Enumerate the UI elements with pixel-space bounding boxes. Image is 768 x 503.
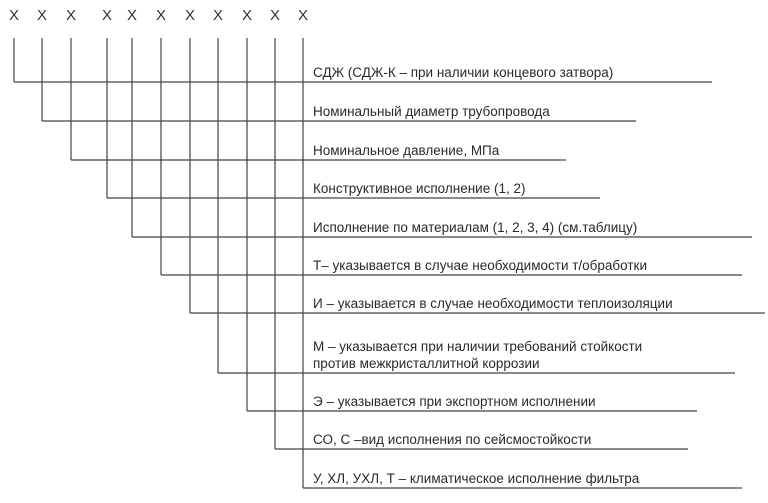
description-label-7: И – указывается в случае необходимости т… bbox=[313, 296, 673, 311]
description-label-6: Т– указывается в случае необходимости т/… bbox=[313, 258, 647, 273]
description-label-5: Исполнение по материалам (1, 2, 3, 4) (с… bbox=[313, 220, 637, 235]
code-position-4: X bbox=[102, 7, 112, 24]
description-label-8: против межкристаллитной коррозии bbox=[313, 356, 540, 371]
description-label-11: У, ХЛ, УХЛ, Т – климатическое исполнение… bbox=[313, 471, 640, 486]
code-position-1: X bbox=[9, 7, 19, 24]
code-position-8: X bbox=[213, 7, 223, 24]
code-position-3: X bbox=[66, 7, 76, 24]
description-label-1: СДЖ (СДЖ-К – при наличии концевого затво… bbox=[313, 65, 613, 80]
description-label-3: Номинальное давление, МПа bbox=[313, 143, 500, 158]
code-position-10: X bbox=[270, 7, 280, 24]
code-position-2: X bbox=[37, 7, 47, 24]
code-position-5: X bbox=[127, 7, 137, 24]
code-position-9: X bbox=[242, 7, 252, 24]
description-label-10: СО, С –вид исполнения по сейсмостойкости bbox=[313, 432, 591, 447]
code-position-6: X bbox=[156, 7, 166, 24]
description-label-2: Номинальный диаметр трубопровода bbox=[313, 104, 550, 119]
code-position-11: X bbox=[298, 7, 308, 24]
description-label-8: М – указывается при наличии требований с… bbox=[313, 339, 642, 354]
code-position-7: X bbox=[185, 7, 195, 24]
description-label-4: Конструктивное исполнение (1, 2) bbox=[313, 181, 525, 196]
description-label-9: Э – указывается при экспортном исполнени… bbox=[313, 394, 596, 409]
